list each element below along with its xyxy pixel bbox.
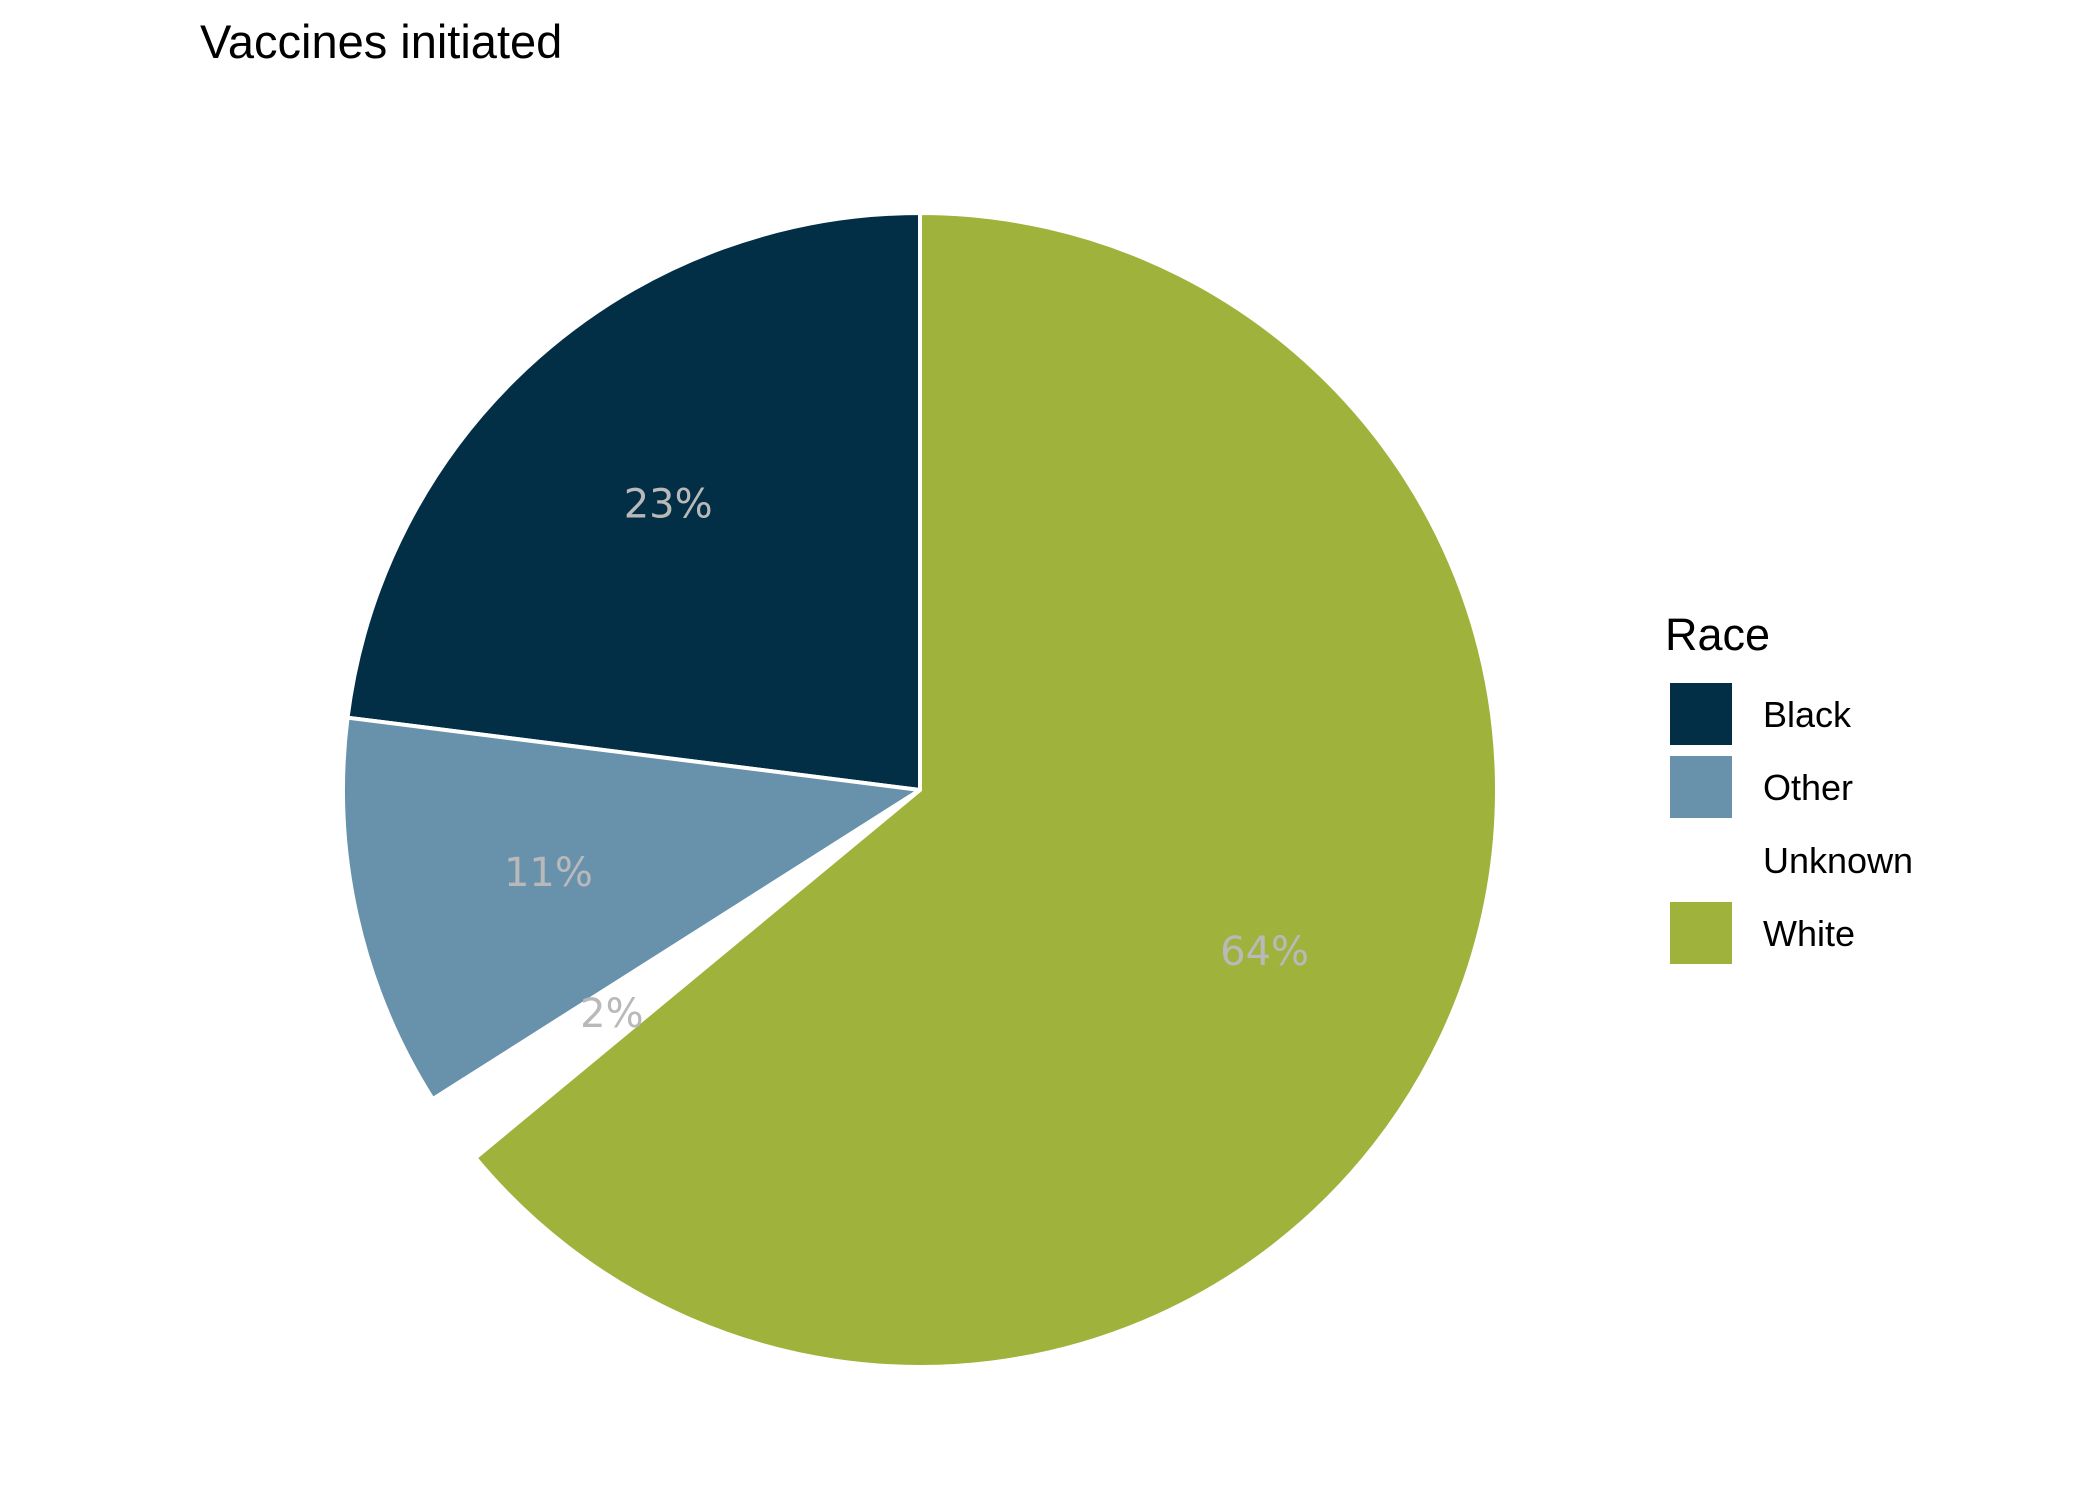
legend-swatch-black (1670, 683, 1732, 745)
legend-label-white: White (1763, 913, 1855, 954)
pie-slices (341, 210, 1499, 1369)
legend-label-other: Other (1763, 767, 1853, 808)
pie-slice-other (341, 715, 926, 1102)
pie-slice-white (472, 210, 1499, 1369)
legend-swatch-unknown (1670, 829, 1732, 891)
legend-swatch-other (1670, 756, 1732, 818)
slice-labels: 23% 11% 2% 64% (504, 481, 1309, 1037)
legend-label-unknown: Unknown (1763, 840, 1913, 881)
slice-label-black: 23% (624, 481, 713, 527)
legend-title: Race (1665, 609, 1770, 660)
chart-title: Vaccines initiated (200, 15, 562, 68)
slice-label-unknown: 2% (580, 991, 643, 1037)
legend-swatch-white (1670, 902, 1732, 964)
legend-label-black: Black (1763, 694, 1852, 735)
slice-label-other: 11% (504, 850, 593, 896)
pie-slice-black (345, 210, 922, 793)
legend: Race Black Other Unknown White (1665, 609, 1913, 964)
slice-label-white: 64% (1220, 929, 1309, 975)
